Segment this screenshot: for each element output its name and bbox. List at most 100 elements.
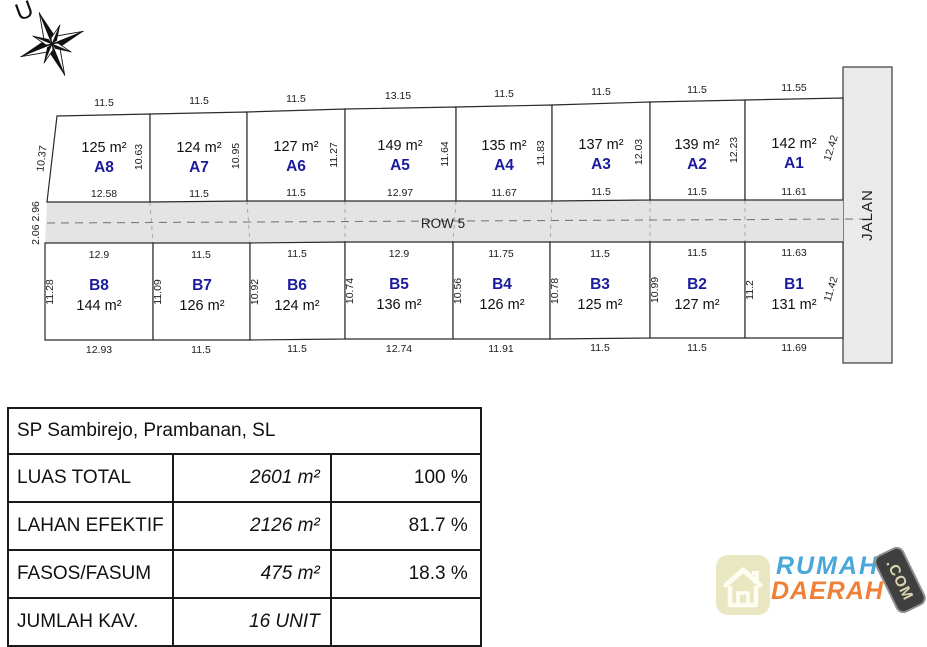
dim-a3-bottom: 11.5 [591, 186, 611, 198]
compass-north-label: U [12, 0, 38, 27]
dim-a6-top: 11.5 [286, 93, 306, 105]
plot-b6-id: B6 [287, 277, 307, 294]
dim-b-side-7: 11.2 [744, 280, 756, 300]
row5-label: ROW 5 [421, 216, 465, 231]
plot-b6-area: 124 m² [274, 298, 319, 314]
row-b-top-dims: 12.9 11.5 11.5 12.9 11.75 11.5 11.5 11.6… [89, 247, 807, 261]
row-a-plot-labels: 125 m² A8 124 m² A7 127 m² A6 149 m² A5 … [81, 136, 816, 176]
dim-b3-top: 11.5 [590, 248, 610, 260]
dim-b7-bottom: 11.5 [191, 344, 211, 356]
row-value: 16 UNIT [171, 597, 332, 647]
dim-a-side-7: 12.23 [728, 137, 740, 163]
dim-a-side-0: 10.37 [34, 145, 49, 173]
dim-a-side-6: 12.03 [633, 139, 645, 165]
dim-b4-bottom: 11.91 [488, 343, 514, 355]
plot-b7-area: 126 m² [179, 298, 224, 314]
row-a-plots [46, 97, 844, 203]
dim-b-side-6: 10.99 [649, 277, 661, 303]
plot-a1-area: 142 m² [771, 136, 816, 152]
plot-a6-area: 127 m² [273, 139, 318, 155]
dim-b5-top: 12.9 [389, 248, 410, 260]
dim-a5-bottom: 12.97 [387, 187, 413, 199]
plot-b8-id: B8 [89, 277, 109, 294]
plot-a5-area: 149 m² [377, 138, 422, 154]
row-percent [329, 597, 482, 647]
plot-b5-id: B5 [389, 276, 409, 293]
row-value: 2601 m² [171, 453, 332, 503]
dim-b3-bottom: 11.5 [590, 342, 610, 354]
row-b-side-dims: 11.28 11.09 10.92 10.74 10.56 10.78 10.9… [44, 275, 841, 305]
row-a-top-dims: 11.5 11.5 11.5 13.15 11.5 11.5 11.5 11.5… [94, 82, 807, 109]
plot-b7-id: B7 [192, 277, 212, 294]
dim-a1-bottom: 11.61 [781, 186, 807, 198]
dim-b6-top: 11.5 [287, 248, 307, 260]
table-row: LAHAN EFEKTIF 2126 m² 81.7 % [7, 501, 482, 551]
dim-a8-top: 11.5 [94, 97, 114, 109]
dim-b-side-4: 10.56 [452, 278, 464, 304]
row-percent: 18.3 % [329, 549, 482, 599]
row5-left-dims: 2.06 2.96 [30, 201, 42, 245]
dim-a-side-5: 11.83 [535, 140, 547, 166]
plot-a3-id: A3 [591, 156, 611, 173]
dim-a2-bottom: 11.5 [687, 186, 707, 198]
dim-a8-bottom: 12.58 [91, 188, 117, 200]
plot-b4-id: B4 [492, 276, 512, 293]
plot-a5-id: A5 [390, 157, 410, 174]
dim-b-side-1: 11.09 [152, 279, 164, 305]
dim-b5-bottom: 12.74 [386, 343, 412, 355]
dim-a4-bottom: 11.67 [491, 187, 517, 199]
plot-a7-area: 124 m² [176, 140, 221, 156]
row-value: 2126 m² [171, 501, 332, 551]
site-title: SP Sambirejo, Prambanan, SL [7, 407, 482, 455]
table-row: FASOS/FASUM 475 m² 18.3 % [7, 549, 482, 599]
plot-b5-area: 136 m² [376, 297, 421, 313]
dim-b2-top: 11.5 [687, 247, 707, 259]
dim-a-side-3: 11.27 [328, 142, 340, 168]
dim-b6-bottom: 11.5 [287, 343, 307, 355]
plot-b1-area: 131 m² [771, 297, 816, 313]
plot-a2-area: 139 m² [674, 137, 719, 153]
row5-strip: ROW 5 2.06 2.96 [30, 200, 863, 245]
road-jalan: JALAN [842, 66, 893, 364]
plot-a1 [744, 97, 844, 201]
dim-b-side-2: 10.92 [249, 279, 261, 305]
plot-a4-id: A4 [494, 157, 514, 174]
dim-b8-bottom: 12.93 [86, 344, 112, 356]
brand-logo: RUMAH DAERAH .COM [714, 542, 927, 618]
dim-b-side-5: 10.78 [549, 278, 561, 304]
logo-text-daerah: DAERAH [771, 577, 884, 605]
plot-b2-id: B2 [687, 276, 707, 293]
dim-a3-top: 11.5 [591, 86, 611, 98]
row-label: LAHAN EFEKTIF [7, 501, 174, 551]
plot-b3-id: B3 [590, 276, 610, 293]
dim-b1-top: 11.63 [781, 247, 807, 259]
row-percent: 81.7 % [329, 501, 482, 551]
plot-a3-area: 137 m² [578, 137, 623, 153]
plot-a7-id: A7 [189, 159, 209, 176]
dim-a-side-4: 11.64 [439, 141, 451, 167]
plot-b1 [744, 241, 844, 339]
row-b-bottom-dims: 12.93 11.5 11.5 12.74 11.91 11.5 11.5 11… [86, 342, 807, 356]
row-b-plot-labels: B8 144 m² B7 126 m² B6 124 m² B5 136 m² … [76, 276, 816, 314]
plot-b2-area: 127 m² [674, 297, 719, 313]
dim-a5-top: 13.15 [385, 90, 411, 102]
dim-b7-top: 11.5 [191, 249, 211, 261]
row-a-side-dims: 10.37 10.63 10.95 11.27 11.64 11.83 12.0… [34, 134, 840, 173]
compass-rose: U [12, 0, 84, 76]
dim-a7-bottom: 11.5 [189, 188, 209, 200]
row-label: LUAS TOTAL [7, 453, 174, 503]
dim-a1-top: 11.55 [781, 82, 807, 94]
dim-a-side-1: 10.63 [133, 144, 145, 170]
dim-b4-top: 11.75 [488, 248, 514, 260]
dim-b-side-0: 11.28 [44, 279, 56, 305]
plot-a2-id: A2 [687, 156, 707, 173]
logo-text-rumah: RUMAH [776, 552, 880, 580]
table-row: JUMLAH KAV. 16 UNIT [7, 597, 482, 647]
dim-a4-top: 11.5 [494, 88, 514, 100]
site-plan: U [12, 0, 893, 364]
row-value: 475 m² [171, 549, 332, 599]
dim-a7-top: 11.5 [189, 95, 209, 107]
dim-b1-bottom: 11.69 [781, 342, 807, 354]
table-row: LUAS TOTAL 2601 m² 100 % [7, 453, 482, 503]
plot-a8-area: 125 m² [81, 140, 126, 156]
